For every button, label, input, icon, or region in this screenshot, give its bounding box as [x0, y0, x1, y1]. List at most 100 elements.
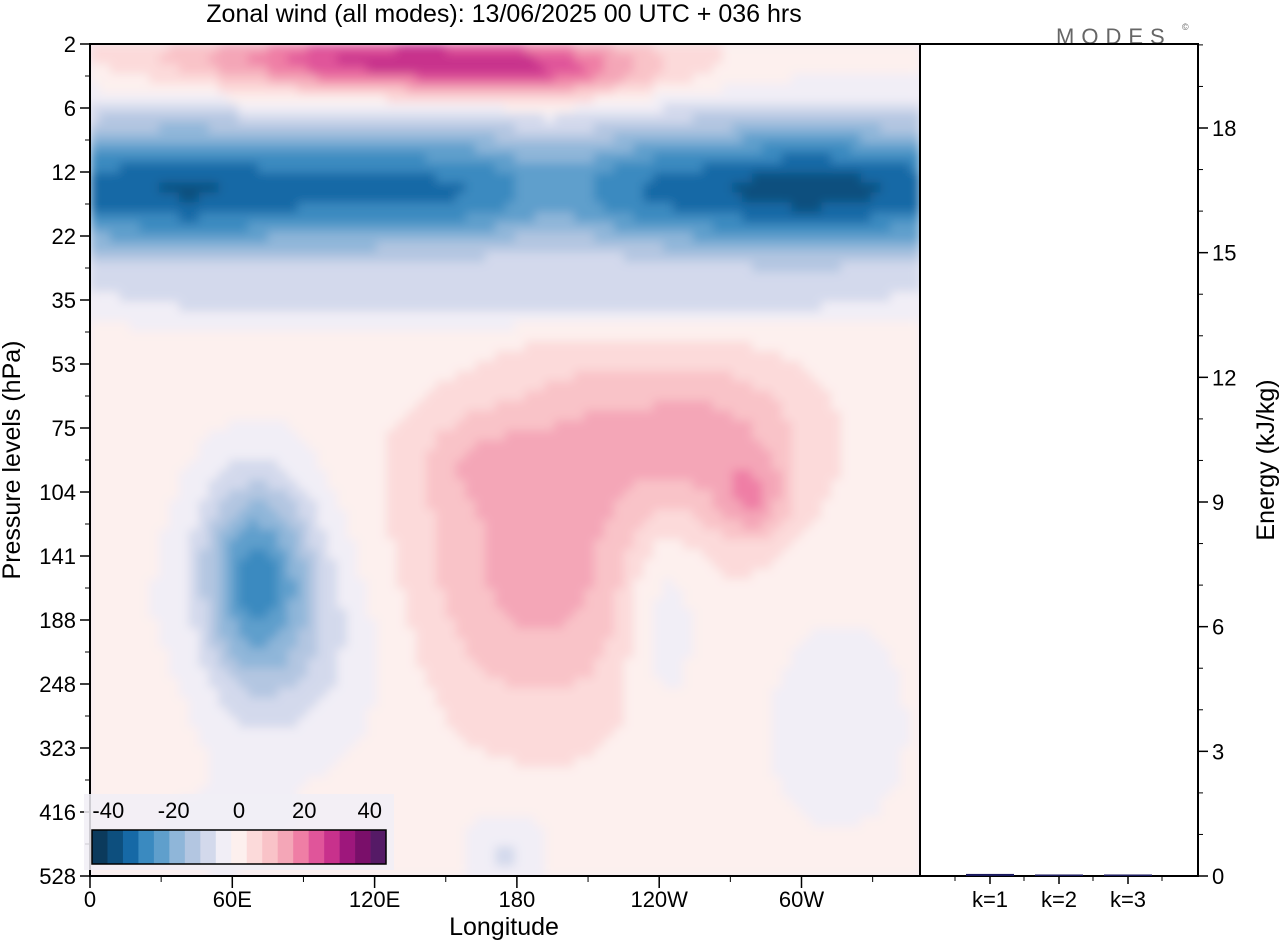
heatmap-cell: [890, 63, 902, 75]
heatmap-cell: [505, 390, 516, 402]
heatmap-cell: [188, 202, 200, 214]
heatmap-cell: [870, 450, 882, 461]
heatmap-cell: [396, 608, 407, 620]
heatmap-cell: [257, 559, 269, 570]
heatmap-cell: [257, 390, 269, 402]
heatmap-cell: [663, 370, 674, 382]
heatmap-cell: [752, 212, 763, 224]
heatmap-cell: [692, 252, 704, 263]
heatmap-cell: [149, 341, 160, 352]
heatmap-cell: [465, 469, 477, 481]
heatmap-cell: [376, 608, 388, 620]
heatmap-cell: [505, 261, 516, 273]
heatmap-cell: [287, 93, 299, 105]
heatmap-cell: [356, 103, 368, 115]
heatmap-cell: [722, 192, 734, 204]
heatmap-cell: [297, 182, 309, 194]
heatmap-cell: [603, 598, 615, 610]
heatmap-cell: [821, 430, 832, 441]
heatmap-cell: [880, 559, 892, 570]
heatmap-cell: [337, 212, 348, 224]
heatmap-cell: [248, 44, 259, 55]
heatmap-cell: [534, 261, 546, 273]
heatmap-cell: [850, 93, 862, 105]
heatmap-cell: [327, 499, 338, 511]
heatmap-cell: [712, 440, 724, 451]
heatmap-cell: [722, 143, 734, 154]
heatmap-cell: [198, 370, 210, 382]
heatmap-cell: [623, 608, 635, 620]
heatmap-cell: [910, 162, 920, 174]
heatmap-cell: [465, 519, 477, 531]
heatmap-cell: [169, 301, 180, 313]
heatmap-cell: [277, 400, 289, 412]
heatmap-cell: [593, 271, 605, 283]
heatmap-cell: [870, 301, 882, 313]
heatmap-cell: [396, 311, 407, 323]
heatmap-cell: [386, 192, 398, 204]
heatmap-cell: [287, 44, 299, 55]
heatmap-cell: [208, 549, 220, 560]
heatmap-cell: [672, 351, 684, 362]
heatmap-cell: [169, 222, 180, 233]
heatmap-cell: [643, 618, 655, 630]
heatmap-cell: [653, 578, 664, 590]
heatmap-cell: [495, 301, 506, 313]
heatmap-cell: [880, 152, 892, 164]
heatmap-cell: [584, 133, 595, 144]
heatmap-cell: [317, 360, 328, 372]
heatmap-cell: [317, 321, 328, 333]
heatmap-cell: [406, 549, 417, 560]
heatmap-cell: [228, 410, 240, 422]
heatmap-cell: [99, 162, 111, 174]
heatmap-cell: [445, 400, 457, 412]
heatmap-cell: [149, 608, 160, 620]
heatmap-cell: [366, 212, 378, 224]
heatmap-cell: [406, 113, 417, 125]
heatmap-cell: [880, 440, 892, 451]
heatmap-cell: [771, 568, 783, 580]
heatmap-cell: [475, 331, 487, 342]
heatmap-cell: [169, 460, 180, 471]
heatmap-cell: [445, 53, 457, 65]
heatmap-cell: [198, 578, 210, 590]
heatmap-cell: [169, 341, 180, 352]
heatmap-cell: [574, 63, 585, 75]
heatmap-cell: [860, 73, 872, 85]
heatmap-cell: [208, 499, 220, 511]
heatmap-cell: [475, 370, 487, 382]
heatmap-cell: [149, 539, 160, 550]
heatmap-cell: [99, 351, 111, 362]
heatmap-cell: [514, 440, 526, 451]
heatmap-cell: [900, 73, 911, 85]
heatmap-cell: [90, 321, 101, 333]
heatmap-cell: [445, 232, 457, 243]
heatmap-cell: [425, 578, 437, 590]
heatmap-cell: [781, 123, 793, 134]
heatmap-cell: [801, 261, 813, 273]
heatmap-cell: [584, 182, 595, 194]
heatmap-cell: [356, 430, 368, 441]
heatmap-cell: [821, 509, 832, 521]
heatmap-cell: [910, 252, 920, 263]
heatmap-cell: [603, 450, 615, 461]
heatmap-cell: [416, 410, 427, 422]
heatmap-cell: [188, 103, 200, 115]
heatmap-cell: [880, 390, 892, 402]
heatmap-cell: [643, 123, 655, 134]
heatmap-cell: [653, 400, 664, 412]
heatmap-cell: [386, 509, 398, 521]
heatmap-cell: [416, 529, 427, 541]
heatmap-cell: [386, 143, 398, 154]
heatmap-cell: [99, 628, 111, 640]
heatmap-cell: [870, 588, 882, 600]
heatmap-cell: [613, 549, 625, 560]
heatmap-cell: [228, 370, 240, 382]
heatmap-cell: [692, 360, 704, 372]
heatmap-cell: [584, 450, 595, 461]
heatmap-cell: [801, 489, 813, 501]
heatmap-cell: [495, 469, 506, 481]
heatmap-cell: [485, 539, 496, 550]
heatmap-cell: [218, 331, 230, 342]
heatmap-cell: [524, 63, 536, 75]
